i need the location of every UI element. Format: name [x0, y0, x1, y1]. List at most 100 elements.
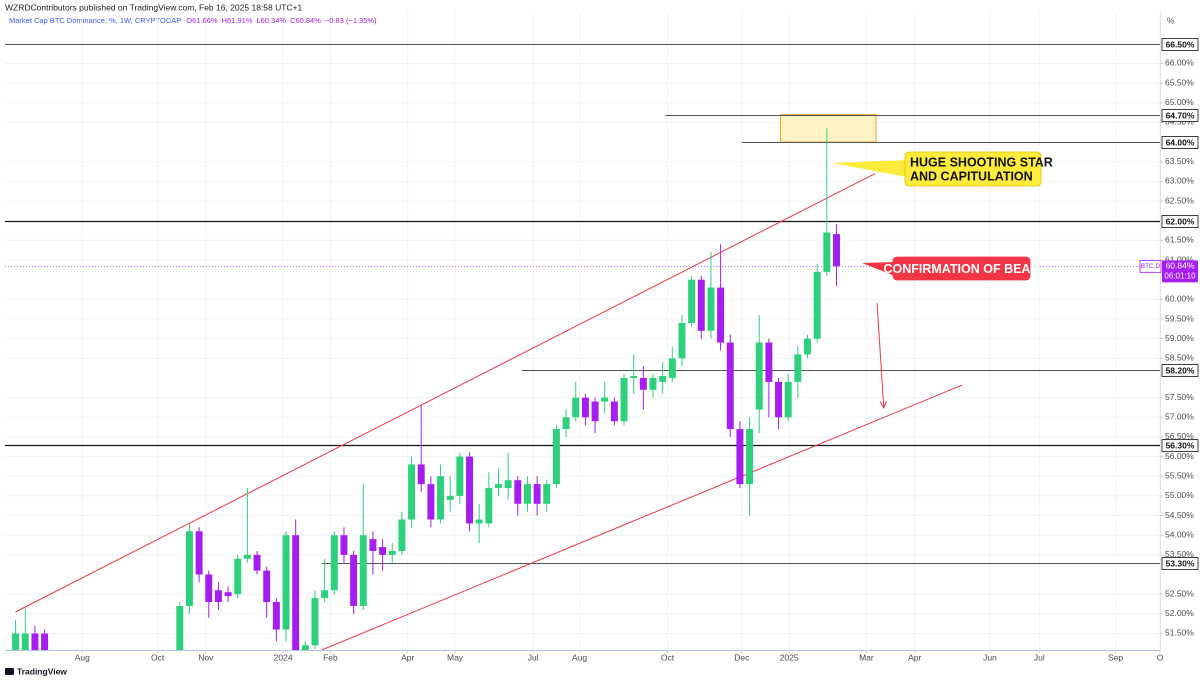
trendline: [321, 384, 963, 650]
callout-text: AND CAPITULATION: [910, 169, 1033, 183]
candle-body: [649, 377, 657, 390]
x-tick-label: 2024: [274, 652, 293, 662]
candle-body: [466, 456, 473, 524]
candle-body: [804, 338, 811, 355]
x-tick-label: Dec: [734, 652, 750, 662]
level-label: 62.00%: [1166, 216, 1195, 226]
arrow-head: [879, 401, 887, 409]
y-tick-label: 53.50%: [1165, 549, 1194, 559]
level-label: 66.50%: [1166, 39, 1195, 49]
candle-body: [301, 645, 309, 650]
x-tick-label: Aug: [572, 652, 587, 662]
legend-value: −0.83 (−1.35%): [325, 16, 377, 25]
arrow-shaft: [876, 303, 885, 408]
x-tick-label: Jul: [1034, 652, 1045, 662]
callout-text: CONFIRMATION OF BEAR: [883, 262, 1039, 276]
level-label: 53.30%: [1166, 558, 1195, 568]
candle-body: [784, 381, 792, 418]
candle-body: [755, 342, 763, 410]
candle-body: [282, 535, 290, 630]
candle-body: [726, 342, 734, 430]
x-tick-label: Oct: [151, 652, 165, 662]
level-label-box: [1161, 364, 1199, 377]
legend-title: Market Cap BTC Dominance, %, 1W, CRYPTOC…: [9, 16, 181, 25]
y-tick-label: 57.00%: [1165, 412, 1194, 422]
level-label-box: [1161, 136, 1199, 149]
plot-area: [5, 12, 1160, 650]
candle-body: [31, 633, 39, 650]
callout-text: HUGE SHOOTING STAR: [910, 155, 1053, 169]
candle-body: [21, 633, 29, 650]
candle-body: [427, 484, 435, 520]
candle-body: [234, 558, 242, 595]
candle-body: [591, 401, 599, 422]
candle-body: [41, 633, 49, 650]
candle-body: [311, 598, 319, 646]
y-tick-label: 59.00%: [1165, 333, 1194, 343]
candle-body: [707, 287, 715, 331]
y-tick-label: 54.00%: [1165, 529, 1194, 539]
axis-unit: %: [1167, 15, 1175, 25]
candle-body: [340, 535, 348, 555]
candle-body: [610, 401, 618, 422]
x-tick-label: Nov: [198, 652, 214, 662]
candle-body: [272, 602, 280, 630]
countdown-label: 06:01:10: [1164, 271, 1196, 280]
candle-body: [659, 376, 667, 382]
y-tick-label: 60.00%: [1165, 294, 1194, 304]
level-label-box: [1161, 557, 1199, 570]
callout-box: [904, 151, 1042, 187]
price-label: 60.84%: [1166, 261, 1195, 271]
y-tick-label: 65.00%: [1165, 97, 1194, 107]
candle-body: [408, 464, 416, 520]
candle-body: [214, 590, 222, 603]
candle-body: [12, 633, 20, 650]
y-tick-label: 58.50%: [1165, 353, 1194, 363]
candle-body: [688, 279, 696, 323]
candle-body: [330, 535, 338, 591]
level-label: 58.20%: [1166, 365, 1195, 375]
x-tick-label: 2025: [780, 652, 799, 662]
symbol-box: [1139, 259, 1162, 273]
candle-body: [533, 484, 541, 504]
callout-box: [892, 256, 1031, 281]
candle-body: [359, 535, 367, 606]
x-tick-label: May: [447, 652, 464, 662]
candle-body: [417, 464, 425, 485]
candle-body: [552, 429, 560, 485]
candle-body: [263, 570, 271, 603]
candle-body: [736, 429, 744, 485]
y-tick-label: 62.50%: [1165, 195, 1194, 205]
candle-body: [601, 397, 609, 402]
x-tick-label: Aug: [75, 652, 90, 662]
candle-body: [823, 232, 831, 272]
header: WZRDContributors published on TradingVie…: [5, 2, 303, 12]
candle-body: [775, 381, 783, 418]
zone: [779, 114, 877, 143]
logo-mark: [5, 668, 14, 675]
y-tick-label: 55.00%: [1165, 490, 1194, 500]
candle-body: [639, 377, 647, 390]
x-tick-label: Mar: [859, 652, 874, 662]
candle-body: [746, 429, 754, 485]
logo-text: TradingView: [17, 666, 67, 676]
candle-body: [475, 519, 483, 524]
legend-value: C60.84%: [290, 16, 321, 25]
x-tick-label: Feb: [323, 652, 338, 662]
y-tick-label: 54.50%: [1165, 510, 1194, 520]
level-label: 56.30%: [1166, 440, 1195, 450]
candle-body: [717, 287, 725, 343]
candle-body: [253, 554, 261, 571]
candle-body: [398, 519, 406, 551]
y-tick-label: 65.50%: [1165, 77, 1194, 87]
candle-body: [185, 531, 193, 606]
y-tick-label: 55.50%: [1165, 471, 1194, 481]
candle-body: [620, 377, 628, 422]
callout-pointer: [832, 160, 907, 177]
candle-body: [543, 484, 551, 504]
candle-body: [243, 554, 251, 559]
candle-body: [697, 279, 705, 331]
x-tick-label: O: [1157, 652, 1164, 662]
